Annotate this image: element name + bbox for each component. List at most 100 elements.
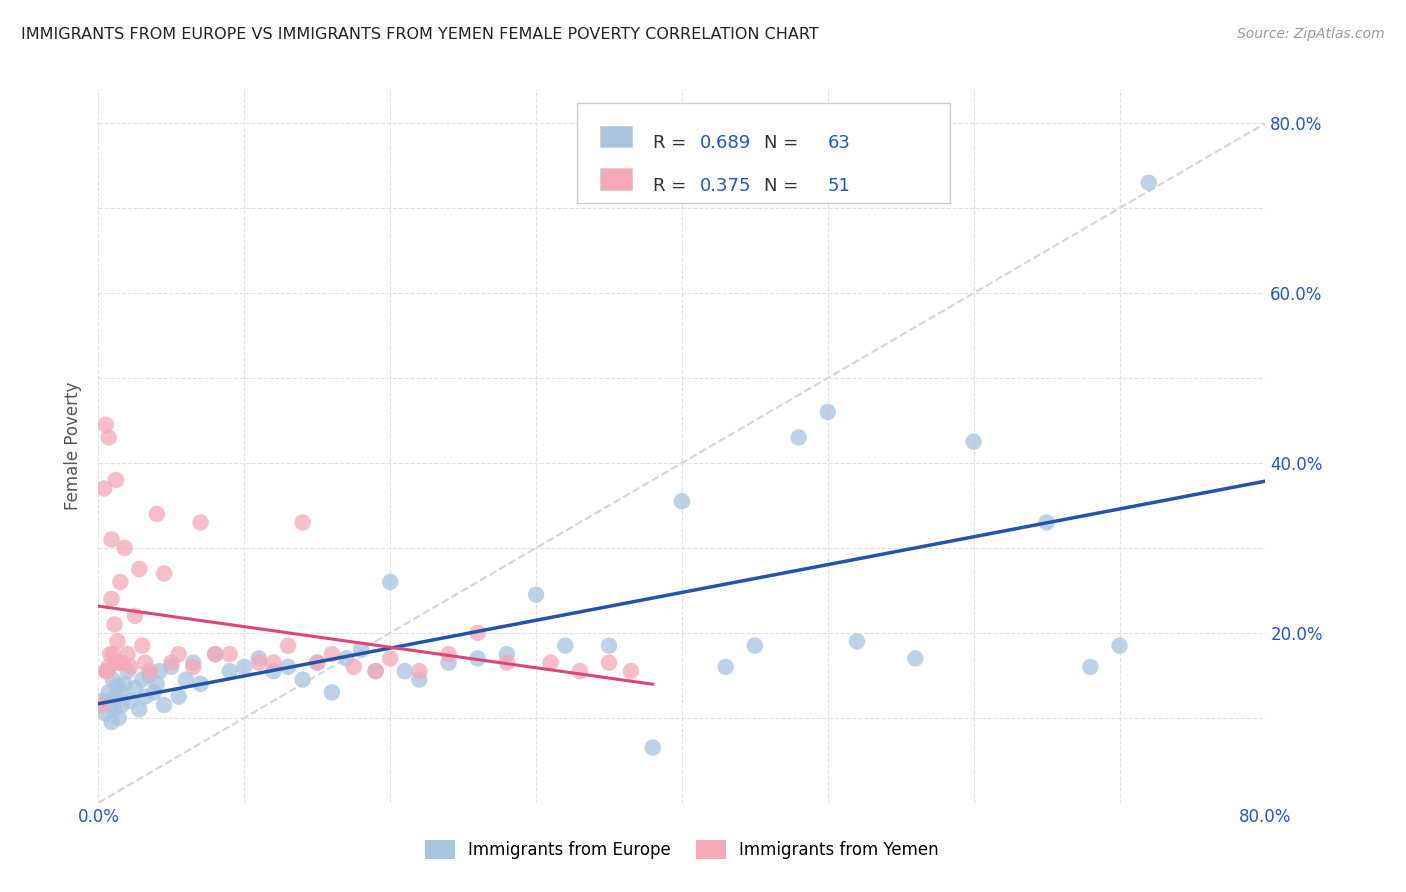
Text: R =: R = xyxy=(652,134,692,153)
Point xyxy=(671,494,693,508)
Text: R =: R = xyxy=(652,177,692,195)
Point xyxy=(1035,516,1057,530)
Y-axis label: Female Poverty: Female Poverty xyxy=(65,382,83,510)
Point xyxy=(233,660,256,674)
Point xyxy=(204,647,226,661)
Point xyxy=(146,677,169,691)
FancyBboxPatch shape xyxy=(600,169,631,190)
Point xyxy=(111,656,134,670)
Point xyxy=(131,673,153,687)
Point xyxy=(153,698,176,712)
Point xyxy=(101,647,124,661)
Point xyxy=(142,685,165,699)
Point xyxy=(160,656,183,670)
Point xyxy=(598,639,620,653)
Point xyxy=(744,639,766,653)
Point xyxy=(100,715,122,730)
Point xyxy=(181,660,204,674)
Point xyxy=(97,660,120,674)
Point xyxy=(496,656,519,670)
Point xyxy=(110,574,132,589)
Point xyxy=(181,656,204,670)
Point xyxy=(321,685,343,699)
Point xyxy=(321,647,343,661)
Point xyxy=(108,711,131,725)
Point xyxy=(394,664,416,678)
Point xyxy=(408,673,430,687)
Point xyxy=(350,643,373,657)
Point xyxy=(190,677,212,691)
Point xyxy=(1137,176,1160,190)
Point xyxy=(335,651,357,665)
Point xyxy=(100,591,122,606)
Point xyxy=(540,656,562,670)
Point xyxy=(467,651,489,665)
Point xyxy=(149,664,172,678)
Point xyxy=(291,673,314,687)
Text: 0.375: 0.375 xyxy=(699,177,751,195)
Point xyxy=(846,634,869,648)
Point xyxy=(96,664,118,678)
Point xyxy=(108,656,131,670)
Point xyxy=(114,541,136,555)
Point xyxy=(146,507,169,521)
Point xyxy=(343,660,366,674)
Text: 51: 51 xyxy=(828,177,851,195)
Point xyxy=(291,516,314,530)
Text: N =: N = xyxy=(763,177,804,195)
Point xyxy=(98,647,121,661)
Point xyxy=(98,698,121,712)
Point xyxy=(167,647,190,661)
FancyBboxPatch shape xyxy=(576,103,950,203)
Point xyxy=(120,694,142,708)
Point xyxy=(138,668,160,682)
Point xyxy=(134,656,156,670)
Point xyxy=(620,664,643,678)
Legend: Immigrants from Europe, Immigrants from Yemen: Immigrants from Europe, Immigrants from … xyxy=(418,833,946,866)
Point xyxy=(641,740,664,755)
Point xyxy=(218,647,240,661)
FancyBboxPatch shape xyxy=(600,126,631,147)
Point xyxy=(364,664,387,678)
Point xyxy=(524,588,547,602)
Point xyxy=(1108,639,1130,653)
Point xyxy=(277,639,299,653)
Point xyxy=(120,660,142,674)
Point xyxy=(111,698,134,712)
Point xyxy=(496,647,519,661)
Point xyxy=(94,664,117,678)
Point xyxy=(110,685,132,699)
Point xyxy=(817,405,839,419)
Point xyxy=(117,647,139,661)
Point xyxy=(167,690,190,704)
Point xyxy=(307,656,329,670)
Point xyxy=(787,430,810,444)
Point xyxy=(160,660,183,674)
Point xyxy=(380,651,402,665)
Point xyxy=(97,685,120,699)
Point xyxy=(124,608,146,623)
Point xyxy=(103,702,125,716)
Point xyxy=(94,706,117,721)
Point xyxy=(247,656,270,670)
Point xyxy=(408,664,430,678)
Point xyxy=(134,690,156,704)
Point xyxy=(100,533,122,547)
Point xyxy=(364,664,387,678)
Point xyxy=(204,647,226,661)
Point xyxy=(904,651,927,665)
Point xyxy=(114,677,136,691)
Text: IMMIGRANTS FROM EUROPE VS IMMIGRANTS FROM YEMEN FEMALE POVERTY CORRELATION CHART: IMMIGRANTS FROM EUROPE VS IMMIGRANTS FRO… xyxy=(21,27,818,42)
Point xyxy=(104,690,127,704)
Point xyxy=(104,656,127,670)
Point xyxy=(124,681,146,695)
Text: 63: 63 xyxy=(828,134,851,153)
Point xyxy=(598,656,620,670)
Point xyxy=(105,679,128,693)
Point xyxy=(131,639,153,653)
Point xyxy=(117,664,139,678)
Point xyxy=(138,664,160,678)
Point xyxy=(94,417,117,432)
Point xyxy=(437,656,460,670)
Point xyxy=(962,434,984,449)
